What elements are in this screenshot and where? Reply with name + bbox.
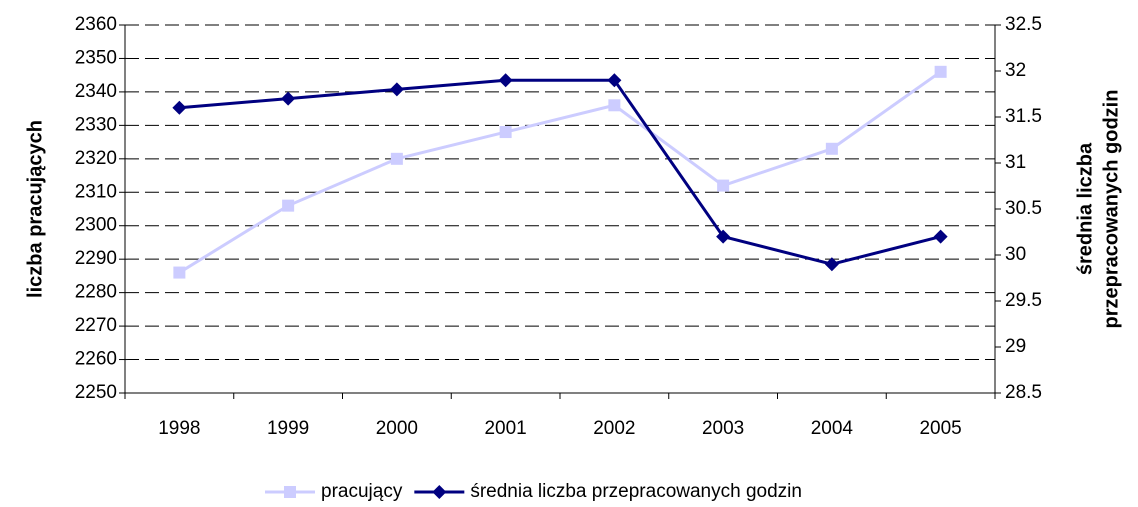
data-point bbox=[934, 65, 947, 78]
x-tick-label: 2002 bbox=[593, 418, 635, 439]
y2-tick-label: 31 bbox=[1005, 152, 1026, 173]
y-tick-label: 2270 bbox=[75, 315, 117, 336]
y-tick-label: 2290 bbox=[75, 248, 117, 269]
y2-axis-title: przepracowanych godzin bbox=[1100, 90, 1122, 329]
y-tick-label: 2300 bbox=[75, 215, 117, 236]
x-tick-label: 2003 bbox=[702, 418, 744, 439]
x-tick-label: 2000 bbox=[376, 418, 418, 439]
y-tick-label: 2320 bbox=[75, 148, 117, 169]
y-tick-label: 2250 bbox=[75, 382, 117, 403]
y-tick-label: 2260 bbox=[75, 349, 117, 370]
data-point bbox=[498, 73, 513, 88]
data-point bbox=[824, 257, 839, 272]
y-tick-label: 2350 bbox=[75, 47, 117, 68]
y2-axis-title: średnia liczba bbox=[1074, 142, 1096, 275]
y-tick-label: 2360 bbox=[75, 14, 117, 35]
y2-tick-label: 30 bbox=[1005, 244, 1026, 265]
y2-tick-label: 28.5 bbox=[1005, 382, 1042, 403]
x-tick-label: 2005 bbox=[919, 418, 961, 439]
legend-marker bbox=[432, 485, 447, 499]
y2-tick-label: 32.5 bbox=[1005, 14, 1042, 35]
y-tick-label: 2310 bbox=[75, 181, 117, 202]
data-point bbox=[173, 266, 186, 279]
y-tick-label: 2340 bbox=[75, 81, 117, 102]
data-point bbox=[389, 82, 404, 97]
data-point bbox=[281, 91, 296, 106]
legend-marker bbox=[284, 486, 296, 498]
data-point bbox=[825, 142, 838, 155]
y2-tick-label: 29.5 bbox=[1005, 290, 1042, 311]
x-tick-label: 1998 bbox=[158, 418, 200, 439]
data-point bbox=[390, 152, 403, 165]
series-line bbox=[179, 78, 941, 266]
data-point bbox=[172, 100, 187, 115]
data-point bbox=[717, 179, 730, 192]
y-axis-title: liczba pracujących bbox=[24, 120, 46, 298]
y-tick-label: 2280 bbox=[75, 282, 117, 303]
data-point bbox=[933, 229, 948, 244]
y-tick-label: 2330 bbox=[75, 114, 117, 135]
legend-label: średnia liczba przepracowanych godzin bbox=[470, 481, 802, 502]
x-tick-label: 2001 bbox=[484, 418, 526, 439]
y2-tick-label: 31.5 bbox=[1005, 106, 1042, 127]
x-tick-label: 2004 bbox=[811, 418, 854, 439]
y2-tick-label: 30.5 bbox=[1005, 198, 1042, 219]
x-tick-label: 1999 bbox=[267, 418, 309, 439]
data-point bbox=[608, 99, 621, 112]
y2-tick-label: 29 bbox=[1005, 336, 1026, 357]
data-point bbox=[282, 199, 295, 212]
legend-label: pracujący bbox=[321, 481, 403, 502]
y2-tick-label: 32 bbox=[1005, 60, 1026, 81]
data-point bbox=[716, 229, 731, 244]
data-point bbox=[499, 126, 512, 139]
series-line bbox=[178, 70, 942, 274]
data-point bbox=[607, 73, 622, 88]
